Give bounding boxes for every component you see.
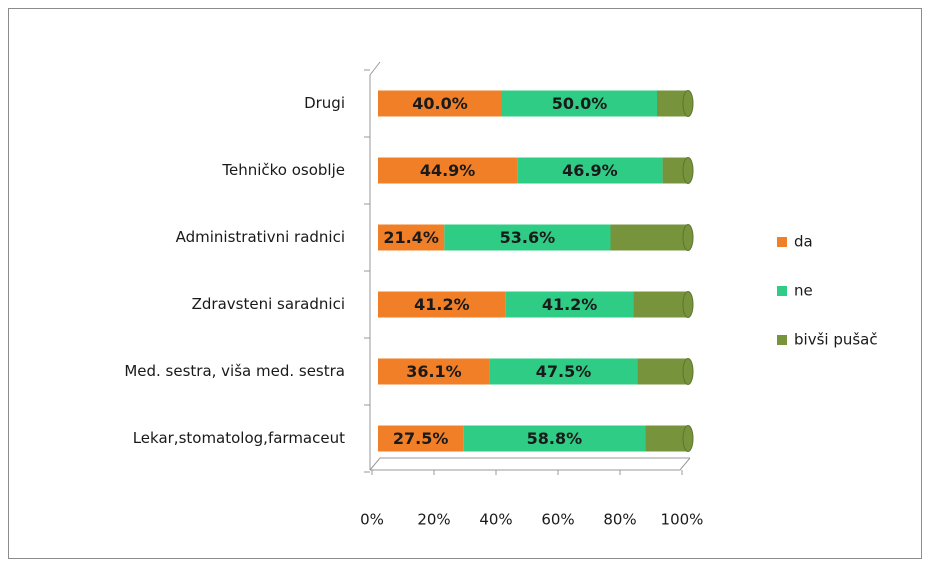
bar-cap	[682, 224, 694, 251]
y-tick-label: Tehničko osoblje	[221, 161, 345, 179]
value-label: 47.5%	[536, 362, 592, 381]
value-label: 41.2%	[542, 295, 598, 314]
y-tick-label: Lekar,stomatolog,farmaceut	[133, 429, 345, 447]
y-tick-label: Med. sestra, viša med. sestra	[124, 362, 345, 380]
x-tick-label: 80%	[603, 511, 636, 529]
x-tick-label: 20%	[417, 511, 450, 529]
bar-cap	[682, 157, 694, 184]
value-label: 53.6%	[500, 228, 556, 247]
bar-segment	[505, 291, 634, 318]
x-tick-label: 100%	[661, 511, 704, 529]
value-label: 58.8%	[527, 429, 583, 448]
value-label: 27.5%	[393, 429, 449, 448]
legend-label: da	[794, 233, 813, 251]
bar-cap	[682, 425, 694, 452]
bar-segment	[378, 291, 506, 318]
legend-swatch	[777, 237, 787, 247]
x-tick-label: 0%	[360, 511, 384, 529]
bar-segment	[637, 358, 688, 385]
bar-segment	[489, 358, 638, 385]
bar-cap	[682, 358, 694, 385]
bar-segment	[633, 291, 688, 318]
value-label: 44.9%	[420, 161, 476, 180]
x-tick-label: 60%	[541, 511, 574, 529]
y-tick-label: Administrativni radnici	[176, 228, 345, 246]
bar-segment	[378, 157, 518, 184]
value-label: 36.1%	[406, 362, 462, 381]
value-label: 41.2%	[414, 295, 470, 314]
bar-segment	[517, 157, 663, 184]
bar-segment	[463, 425, 646, 452]
value-label: 46.9%	[562, 161, 618, 180]
bar-segment	[444, 224, 611, 251]
bar-cap	[682, 90, 694, 117]
bar-segment	[378, 224, 445, 251]
value-label: 21.4%	[383, 228, 439, 247]
bar-segment	[610, 224, 688, 251]
bar-segment	[502, 90, 657, 117]
bar-segment	[378, 90, 502, 117]
bar-segment	[378, 358, 490, 385]
legend-label: bivši pušač	[794, 331, 878, 349]
y-tick-label: Drugi	[304, 94, 345, 112]
bar-cap	[682, 291, 694, 318]
legend-label: ne	[794, 282, 813, 300]
bar-segment	[645, 425, 688, 452]
y-tick-label: Zdravsteni saradnici	[192, 295, 345, 313]
x-tick-label: 40%	[479, 511, 512, 529]
legend-swatch	[777, 286, 787, 296]
legend-swatch	[777, 335, 787, 345]
bar-segment	[378, 425, 464, 452]
value-label: 40.0%	[412, 94, 468, 113]
value-label: 50.0%	[552, 94, 608, 113]
